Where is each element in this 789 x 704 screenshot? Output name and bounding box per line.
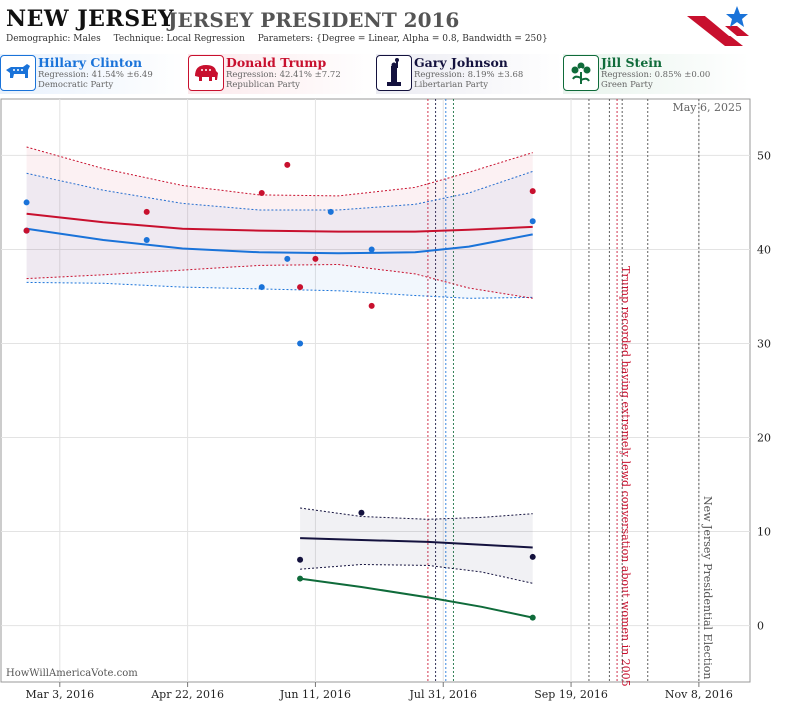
- candidate-trump[interactable]: Donald Trump Regression: 42.41% ±7.72 Re…: [188, 54, 375, 94]
- candidate-party: Democratic Party: [38, 80, 114, 90]
- header: NEW JERSEY JERSEY PRESIDENT 2016 Demogra…: [0, 0, 789, 98]
- candidate-regression: Regression: 41.54% ±6.49: [38, 70, 153, 80]
- poll-point: [529, 614, 536, 621]
- plot-frame: [0, 98, 751, 683]
- poll-point: [258, 190, 265, 197]
- x-tick-label: Mar 3, 2016: [26, 688, 95, 701]
- candidate-party: Libertarian Party: [414, 80, 489, 90]
- candidate-johnson[interactable]: Gary Johnson Regression: 8.19% ±3.68 Lib…: [376, 54, 563, 94]
- candidate-regression: Regression: 0.85% ±0.00: [601, 70, 711, 80]
- candidate-regression: Regression: 42.41% ±7.72: [226, 70, 341, 80]
- page-title-race: JERSEY PRESIDENT 2016: [168, 8, 460, 32]
- y-tick-label: 20: [757, 432, 771, 445]
- parameters-text: Parameters: {Degree = Linear, Alpha = 0.…: [257, 34, 548, 44]
- band-lower-line: [26, 263, 533, 299]
- x-tick-label: Apr 22, 2016: [150, 688, 224, 701]
- x-axis: Mar 3, 2016 Apr 22, 2016 Jun 11, 2016 Jul 3…: [26, 682, 733, 701]
- event-label: New Jersey Presidential Election: [701, 496, 714, 679]
- poll-point: [312, 255, 319, 262]
- regression-line: [26, 212, 533, 233]
- candidate-clinton[interactable]: Hillary Clinton Regression: 41.54% ±6.49…: [0, 54, 187, 94]
- candidate-name: Donald Trump: [226, 55, 327, 70]
- band-lower-line: [26, 281, 533, 299]
- poll-point: [368, 302, 375, 309]
- poll-point: [297, 556, 304, 563]
- poll-point: [297, 284, 304, 291]
- poll-point: [529, 553, 536, 560]
- y-tick-label: 30: [757, 337, 771, 350]
- x-tick-label: Nov 8, 2016: [665, 688, 733, 701]
- confidence-bands: [26, 146, 533, 584]
- band-upper-line: [26, 146, 533, 197]
- regression-lines: [26, 212, 533, 619]
- poll-point: [297, 340, 304, 347]
- candidate-stein[interactable]: Jill Stein Regression: 0.85% ±0.00 Green…: [563, 54, 750, 94]
- y-axis: 0 10 20 30 40 50: [757, 149, 771, 632]
- statue-of-liberty-icon: [376, 55, 412, 91]
- date-label: May 6, 2025: [672, 101, 742, 114]
- poll-point: [327, 208, 334, 215]
- candidate-name: Hillary Clinton: [38, 55, 143, 70]
- site-logo: [685, 2, 751, 52]
- poll-point: [284, 255, 291, 262]
- candidate-party: Republican Party: [226, 80, 300, 90]
- x-tick-label: Sep 19, 2016: [534, 688, 608, 701]
- donkey-icon: [0, 55, 36, 91]
- parameters-line: Demographic: Males Technique: Local Regr…: [6, 34, 558, 44]
- poll-point: [368, 246, 375, 253]
- poll-point: [284, 161, 291, 168]
- band-upper-line: [300, 507, 533, 520]
- flower-icon: [563, 55, 599, 91]
- technique-text: Technique: Local Regression: [113, 34, 245, 44]
- regression-line: [299, 577, 533, 619]
- confidence-band: [26, 147, 533, 299]
- demographic-text: Demographic: Males: [6, 34, 101, 44]
- y-tick-label: 40: [757, 243, 771, 256]
- page-title-state: NEW JERSEY: [6, 6, 175, 32]
- poll-point: [258, 284, 265, 291]
- poll-point: [297, 575, 304, 582]
- event-lines: Trump recorded having extremely lewd con…: [427, 99, 714, 687]
- candidate-party: Green Party: [601, 80, 653, 90]
- candidate-name: Jill Stein: [601, 55, 663, 70]
- regression-line: [26, 227, 533, 255]
- confidence-band: [300, 508, 533, 584]
- poll-point: [529, 218, 536, 225]
- poll-point: [143, 208, 150, 215]
- poll-point: [23, 199, 30, 206]
- band-lower-line: [300, 563, 533, 584]
- x-tick-label: Jun 11, 2016: [279, 688, 351, 701]
- x-tick-label: Jul 31, 2016: [408, 688, 477, 701]
- regression-line: [300, 537, 533, 549]
- y-tick-label: 0: [757, 620, 764, 633]
- elephant-icon: [188, 55, 224, 91]
- candidate-regression: Regression: 8.19% ±3.68: [414, 70, 524, 80]
- poll-point: [358, 509, 365, 516]
- confidence-band: [26, 171, 533, 299]
- poll-point: [529, 188, 536, 195]
- chart-area: Trump recorded having extremely lewd con…: [0, 98, 771, 701]
- poll-points: [23, 161, 536, 621]
- poll-point: [143, 237, 150, 244]
- candidate-name: Gary Johnson: [414, 55, 508, 70]
- y-tick-label: 10: [757, 526, 771, 539]
- poll-point: [23, 227, 30, 234]
- band-upper-line: [26, 170, 533, 211]
- watermark-text: HowWillAmericaVote.com: [6, 668, 138, 679]
- y-tick-label: 50: [757, 149, 771, 162]
- event-label: Trump recorded having extremely lewd con…: [619, 266, 632, 687]
